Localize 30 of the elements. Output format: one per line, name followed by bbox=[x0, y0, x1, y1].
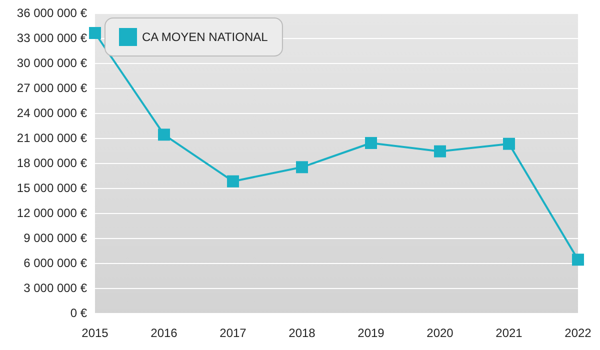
y-tick-label: 15 000 000 € bbox=[16, 181, 88, 195]
x-tick-label: 2015 bbox=[82, 326, 109, 340]
point bbox=[503, 138, 515, 150]
x-tick-label: 2017 bbox=[220, 326, 247, 340]
x-tick-label: 2022 bbox=[564, 326, 592, 340]
x-tick-label: 2016 bbox=[150, 326, 178, 340]
x-tick-label: 2018 bbox=[288, 326, 316, 340]
point bbox=[227, 175, 239, 188]
point bbox=[296, 161, 308, 174]
y-tick-label: 30 000 000 € bbox=[16, 56, 88, 70]
y-tick-label: 3 000 000 € bbox=[24, 281, 88, 295]
point bbox=[572, 254, 584, 266]
x-tick-label: 2020 bbox=[426, 326, 454, 340]
y-tick-label: 24 000 000 € bbox=[16, 106, 88, 120]
y-tick-label: 6 000 000 € bbox=[24, 256, 88, 270]
point bbox=[434, 145, 446, 158]
point bbox=[158, 128, 170, 141]
y-tick-label: 9 000 000 € bbox=[24, 231, 88, 245]
y-tick-label: 21 000 000 € bbox=[16, 131, 88, 145]
y-tick-label: 12 000 000 € bbox=[16, 206, 88, 220]
point bbox=[89, 27, 101, 39]
legend-label: CA MOYEN NATIONAL bbox=[142, 30, 268, 44]
x-tick-label: 2021 bbox=[496, 326, 523, 340]
y-tick-label: 0 € bbox=[70, 306, 88, 320]
y-tick-label: 33 000 000 € bbox=[16, 31, 88, 45]
y-tick-label: 27 000 000 € bbox=[16, 81, 88, 95]
y-tick-label: 36 000 000 € bbox=[16, 6, 88, 20]
x-tick-label: 2019 bbox=[358, 326, 385, 340]
point bbox=[365, 137, 377, 149]
y-tick-label: 18 000 000 € bbox=[16, 156, 88, 170]
